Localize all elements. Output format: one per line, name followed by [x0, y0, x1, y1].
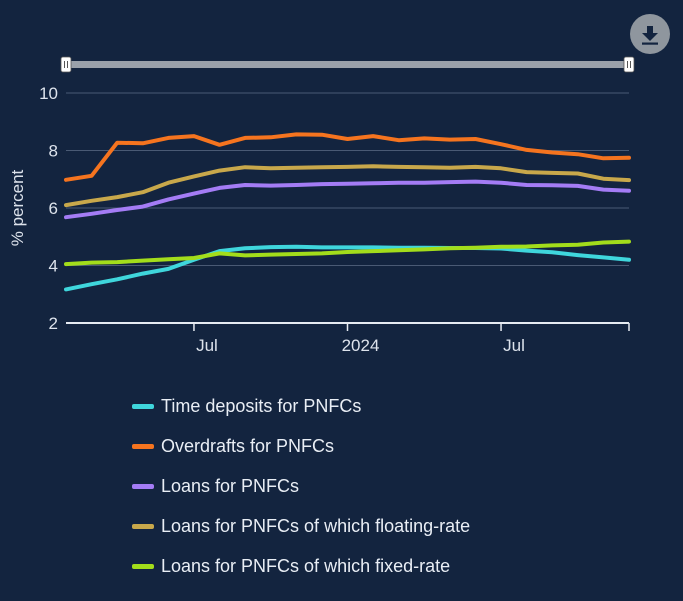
legend-swatch: [132, 483, 154, 489]
legend-label: Loans for PNFCs: [161, 475, 300, 496]
legend-item[interactable]: Loans for PNFCs of which fixed-rate: [132, 546, 552, 586]
x-tick-label: Jul: [196, 336, 218, 355]
navigator-track[interactable]: [66, 61, 629, 68]
legend-label: Loans for PNFCs of which fixed-rate: [161, 555, 451, 576]
series-line-3[interactable]: [64, 179, 631, 220]
legend-label: Loans for PNFCs of which floating-rate: [161, 515, 471, 536]
legend-swatch: [132, 563, 154, 569]
series-line-1[interactable]: [64, 244, 631, 292]
range-navigator[interactable]: [60, 56, 635, 73]
download-button[interactable]: [630, 14, 670, 54]
y-tick-label: 4: [49, 257, 58, 276]
legend-swatch: [132, 443, 154, 449]
series-line-5[interactable]: [64, 239, 631, 267]
legend-item[interactable]: Overdrafts for PNFCs: [132, 426, 552, 466]
navigator-right-handle[interactable]: [623, 56, 635, 73]
y-tick-label: 8: [49, 142, 58, 161]
legend-item[interactable]: Loans for PNFCs of which floating-rate: [132, 506, 552, 546]
chart-legend: Time deposits for PNFCs Overdrafts for PN…: [132, 386, 552, 586]
legend-label: Overdrafts for PNFCs: [161, 435, 335, 456]
y-tick-label: 10: [39, 84, 58, 103]
navigator-left-handle[interactable]: [60, 56, 72, 73]
legend-item[interactable]: Time deposits for PNFCs: [132, 386, 552, 426]
legend-label: Time deposits for PNFCs: [161, 395, 362, 416]
x-tick-label: 2024: [342, 336, 380, 355]
legend-swatch: [132, 523, 154, 529]
y-tick-label: 6: [49, 199, 58, 218]
grid-lines: [66, 92, 629, 266]
y-axis: 2 4 6 8 10: [39, 84, 58, 333]
series-lines: [64, 132, 631, 292]
series-line-2[interactable]: [64, 132, 631, 182]
x-axis: Jul 2024 Jul: [66, 322, 630, 355]
download-icon: [642, 26, 658, 45]
y-axis-label: % percent: [8, 169, 27, 246]
series-line-4[interactable]: [64, 164, 631, 208]
legend-swatch: [132, 403, 154, 409]
legend-item[interactable]: Loans for PNFCs: [132, 466, 552, 506]
x-tick-label: Jul: [503, 336, 525, 355]
y-tick-label: 2: [49, 314, 58, 333]
